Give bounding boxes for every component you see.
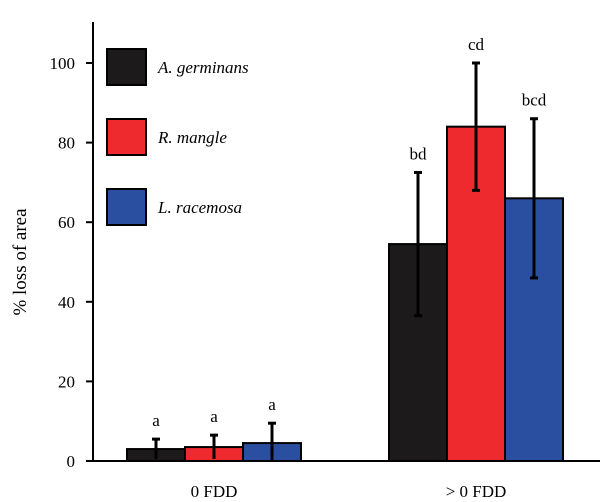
bars-layer <box>126 125 564 463</box>
error-bar-1-1 <box>152 437 160 460</box>
y-axis-ticks: 0 20 40 60 80 100 <box>50 54 93 471</box>
legend-label-3: L. racemosa <box>157 198 242 217</box>
significance-labels: a a a bd cd bcd <box>152 35 547 430</box>
y-tick-label-4: 80 <box>58 134 75 153</box>
error-bar-1-2 <box>414 170 422 318</box>
x-axis-categories: 0 FDD > 0 FDD <box>191 482 507 501</box>
x-category-label-1: 0 FDD <box>191 482 238 501</box>
x-category-label-2: > 0 FDD <box>446 482 507 501</box>
sig-label-1-1: a <box>152 411 160 430</box>
error-bar-2-1 <box>210 433 218 460</box>
y-tick-label-3: 60 <box>58 213 75 232</box>
legend-swatch-2 <box>106 118 147 156</box>
error-bar-3-1 <box>268 421 276 461</box>
legend-swatch-1 <box>106 48 147 86</box>
y-tick-label-0: 0 <box>67 452 76 471</box>
y-tick-label-1: 20 <box>58 372 75 391</box>
y-axis-title: % loss of area <box>10 208 31 316</box>
legend-label-2: R. mangle <box>157 128 227 147</box>
error-bar-2-2 <box>472 61 480 192</box>
legend: A. germinans R. mangle L. racemosa <box>106 48 249 226</box>
sig-label-2-1: a <box>210 407 218 426</box>
legend-swatch-3 <box>106 188 147 226</box>
error-bar-3-2 <box>530 117 538 280</box>
error-bars-layer <box>152 61 538 461</box>
sig-label-3-1: a <box>268 395 276 414</box>
y-tick-label-2: 40 <box>58 293 75 312</box>
sig-label-3-2: bcd <box>522 91 547 110</box>
y-tick-label-5: 100 <box>50 54 76 73</box>
legend-label-1: A. germinans <box>157 58 249 77</box>
sig-label-1-2: bd <box>410 144 428 163</box>
sig-label-2-2: cd <box>468 35 485 54</box>
